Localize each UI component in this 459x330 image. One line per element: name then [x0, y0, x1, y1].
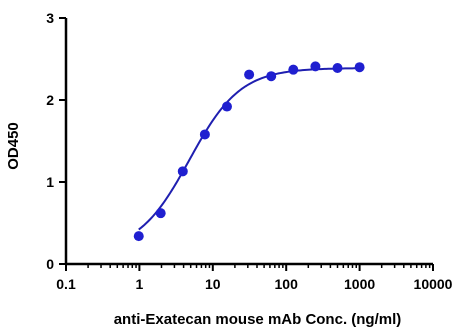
- x-tick-label: 10000: [414, 276, 453, 292]
- y-tick-label: 0: [46, 256, 54, 272]
- y-tick-label: 1: [46, 174, 54, 190]
- data-point: [244, 69, 255, 80]
- data-point: [155, 208, 166, 219]
- data-point: [288, 64, 299, 75]
- x-tick-label: 10: [205, 276, 221, 292]
- data-point: [266, 71, 277, 82]
- data-point: [332, 63, 343, 74]
- x-tick-label: 0.1: [56, 276, 76, 292]
- data-point: [221, 101, 232, 112]
- data-points: [133, 61, 365, 242]
- data-point: [310, 61, 321, 72]
- y-tick-label: 3: [46, 10, 54, 26]
- data-point: [199, 129, 210, 140]
- data-point: [354, 62, 365, 73]
- x-tick-label: 1: [136, 276, 144, 292]
- y-axis: 0 1 2 3: [46, 10, 68, 272]
- y-axis-title: OD450: [5, 122, 22, 170]
- x-tick-label: 100: [275, 276, 299, 292]
- x-axis-title: anti-Exatecan mouse mAb Conc. (ng/ml): [114, 311, 402, 328]
- x-tick-label: 1000: [344, 276, 375, 292]
- y-tick-label: 2: [46, 92, 54, 108]
- data-point: [133, 231, 144, 242]
- x-axis: 0.1 1 10 100 1000 10000: [56, 262, 453, 292]
- data-point: [177, 166, 188, 177]
- fit-curve: [138, 67, 360, 231]
